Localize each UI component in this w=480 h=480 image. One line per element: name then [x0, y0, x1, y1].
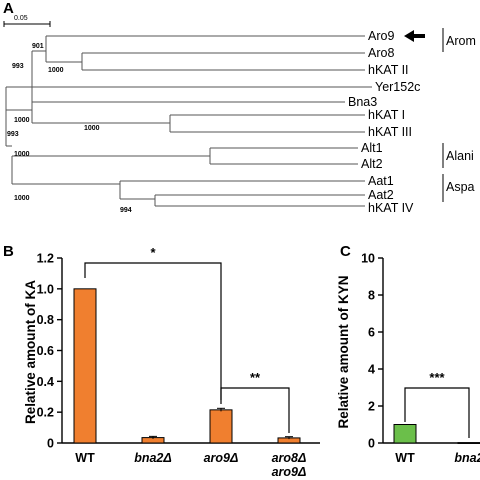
- bar: [457, 442, 480, 444]
- taxon-label: Yer152c: [375, 80, 420, 94]
- bootstrap-value: 994: [120, 207, 132, 214]
- panel-c-y-axis-label: Relative amount of KYN: [336, 275, 351, 428]
- taxon-labels: Aro9 Aro8 hKAT II Yer152c Bna3 hKAT I hK…: [348, 29, 420, 215]
- y-tick-label: 0: [368, 437, 375, 451]
- panel-c-category-labels: WT bna2: [395, 451, 480, 465]
- panel-b-chart: B Relative amount of KA 0 0.2 0.4 0.6 0.8 1.0…: [3, 243, 320, 479]
- taxon-label: hKAT IV: [368, 201, 414, 215]
- panel-c-significance: ***: [404, 370, 470, 438]
- panel-c-letter: C: [340, 243, 351, 260]
- panel-b-ticks: 0 0.2 0.4 0.6 0.8 1.0 1.2: [37, 252, 62, 451]
- y-tick-label: 0.6: [37, 344, 54, 358]
- bootstrap-values: 901 1000 993 1000 1000 993 1000 1000 994: [7, 43, 132, 214]
- x-category-label: aro8Δ: [272, 451, 307, 465]
- taxon-label: Alt2: [361, 157, 383, 171]
- y-tick-label: 0: [47, 437, 54, 451]
- bootstrap-value: 1000: [14, 195, 30, 202]
- taxon-label: hKAT I: [368, 108, 405, 122]
- bar: [209, 409, 233, 444]
- x-category-label: aro9Δ: [272, 465, 307, 479]
- x-category-label: bna2: [454, 451, 480, 465]
- y-tick-label: 2: [368, 400, 375, 414]
- taxon-label: Aat1: [368, 174, 394, 188]
- bootstrap-value: 1000: [14, 151, 30, 158]
- x-category-label: bna2Δ: [134, 451, 172, 465]
- taxon-label: Aro8: [368, 46, 394, 60]
- taxon-label: Alt1: [361, 141, 383, 155]
- panel-c-ticks: 0 2 4 6 8 10: [361, 252, 383, 451]
- panel-a-letter: A: [3, 0, 14, 17]
- group-label: Arom: [446, 34, 476, 48]
- y-tick-label: 6: [368, 326, 375, 340]
- taxon-label: hKAT II: [368, 63, 409, 77]
- x-category-label: WT: [75, 451, 95, 465]
- bar: [73, 288, 97, 444]
- tree-branches: [5, 35, 372, 207]
- group-label: Aspa: [446, 180, 475, 194]
- y-tick-label: 8: [368, 289, 375, 303]
- bootstrap-value: 993: [12, 63, 24, 70]
- taxon-label: Bna3: [348, 95, 377, 109]
- group-label: Alani: [446, 149, 474, 163]
- bootstrap-value: 993: [7, 131, 19, 138]
- bootstrap-value: 1000: [14, 117, 30, 124]
- panel-b-y-axis-label: Relative amount of KA: [23, 280, 38, 424]
- x-category-label: WT: [395, 451, 415, 465]
- panel-c-bars: [393, 424, 480, 444]
- arrow-left-icon: [404, 30, 425, 42]
- y-tick-label: 10: [361, 252, 375, 266]
- y-tick-label: 0.8: [37, 313, 54, 327]
- x-category-label: aro9Δ: [204, 451, 239, 465]
- significance-label: **: [250, 370, 261, 385]
- taxon-label: Aat2: [368, 188, 394, 202]
- panel-b-significance: ***: [84, 245, 290, 433]
- taxon-label: hKAT III: [368, 125, 412, 139]
- y-tick-label: 0.4: [37, 375, 54, 389]
- y-tick-label: 0.2: [37, 406, 54, 420]
- significance-label: ***: [429, 370, 445, 385]
- scale-bar: 0.05: [3, 15, 51, 27]
- significance-label: *: [150, 245, 156, 260]
- significance-bracket: [404, 387, 470, 438]
- bar: [393, 424, 417, 444]
- panel-b-bars: [73, 288, 301, 444]
- panel-c-chart: C Relative amount of KYN 0 2 4 6 8 10 *** WT b…: [336, 243, 480, 465]
- taxon-label: Aro9: [368, 29, 394, 43]
- y-tick-label: 1.2: [37, 252, 54, 266]
- bootstrap-value: 1000: [48, 67, 64, 74]
- significance-bracket: [220, 387, 290, 433]
- group-brackets: Arom Alani Aspa: [442, 28, 476, 202]
- bootstrap-value: 1000: [84, 125, 100, 132]
- y-tick-label: 1.0: [37, 282, 54, 296]
- y-tick-label: 4: [368, 363, 375, 377]
- bootstrap-value: 901: [32, 43, 44, 50]
- panel-b-letter: B: [3, 243, 14, 260]
- significance-bracket: [84, 262, 222, 400]
- panel-a-tree: A 0.05: [3, 0, 476, 215]
- scale-bar-label: 0.05: [14, 15, 28, 22]
